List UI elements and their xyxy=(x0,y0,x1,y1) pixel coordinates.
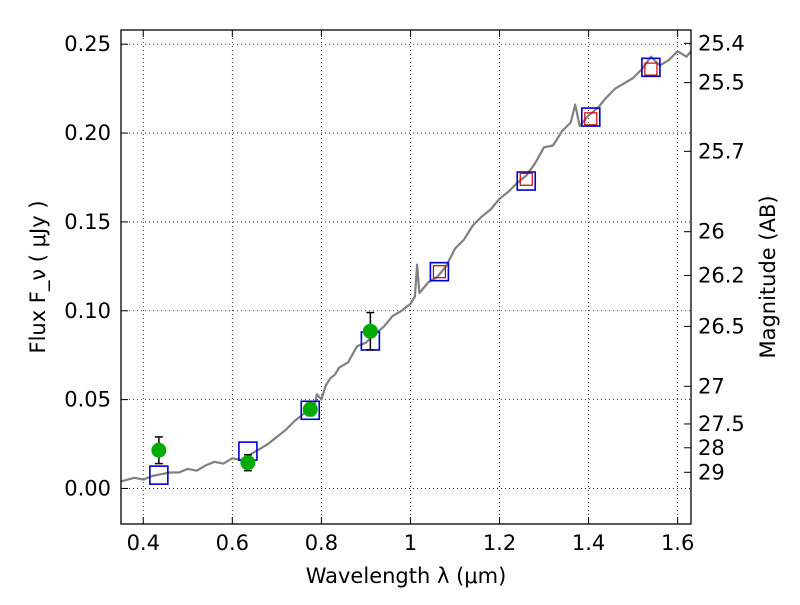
plot-frame xyxy=(120,29,692,525)
y-tick-label: 0.10 xyxy=(64,299,111,323)
photometry-point xyxy=(151,442,167,458)
x-tick-label: 1.2 xyxy=(483,531,516,555)
right-axis-title: Magnitude (AB) xyxy=(756,195,780,358)
model-square xyxy=(149,465,169,485)
right-tick-label: 25.4 xyxy=(698,31,745,55)
right-tick-label: 27 xyxy=(698,374,725,398)
y-tick-label: 0.05 xyxy=(64,388,111,412)
tick-layer: 0.4 0.6 0.8 1 1.2 1.4 1.6 0.00 0.05 0.10 0.15 0.20 0… xyxy=(64,30,745,555)
right-tick-label: 26.5 xyxy=(698,314,745,338)
photometry-point xyxy=(240,455,256,471)
observed-square xyxy=(432,265,446,279)
model-square xyxy=(641,57,661,78)
y-tick-label: 0.25 xyxy=(64,32,111,56)
observed-square xyxy=(519,172,533,186)
x-tick-label: 1.4 xyxy=(572,531,605,555)
model-square xyxy=(581,107,601,127)
model-square xyxy=(516,171,537,191)
observed-square xyxy=(584,112,598,126)
x-tick-label: 1.6 xyxy=(661,531,694,555)
photometry-point xyxy=(362,323,378,339)
observed-square xyxy=(644,62,658,76)
x-axis-title: Wavelength λ (μm) xyxy=(306,564,507,588)
y-tick-label: 0.00 xyxy=(64,476,111,500)
right-tick-label: 25.5 xyxy=(698,71,745,95)
label-layer: Wavelength λ (μm) Flux F_ν ( μJy ) Magni… xyxy=(26,195,780,588)
right-tick-label: 29 xyxy=(698,460,725,484)
right-tick-label: 26.2 xyxy=(698,263,745,287)
photometry-point xyxy=(302,401,318,417)
x-tick-label: 1 xyxy=(404,531,417,555)
model-square xyxy=(429,261,450,282)
marker-layer xyxy=(149,57,661,485)
x-tick-label: 0.4 xyxy=(127,531,160,555)
right-tick-label: 27.5 xyxy=(698,412,745,436)
right-tick-label: 26 xyxy=(698,220,725,244)
spectrum-line xyxy=(120,50,692,483)
model-square xyxy=(300,400,321,421)
y-tick-label: 0.20 xyxy=(64,121,111,145)
x-tick-label: 0.8 xyxy=(305,531,338,555)
grid-layer xyxy=(121,30,691,524)
right-tick-label: 25.7 xyxy=(698,139,745,163)
x-tick-label: 0.6 xyxy=(216,531,249,555)
y-tick-label: 0.15 xyxy=(64,210,111,234)
right-tick-label: 28 xyxy=(698,436,725,460)
spectrum-layer xyxy=(120,50,692,483)
y-axis-title: Flux F_ν ( μJy ) xyxy=(26,200,51,353)
